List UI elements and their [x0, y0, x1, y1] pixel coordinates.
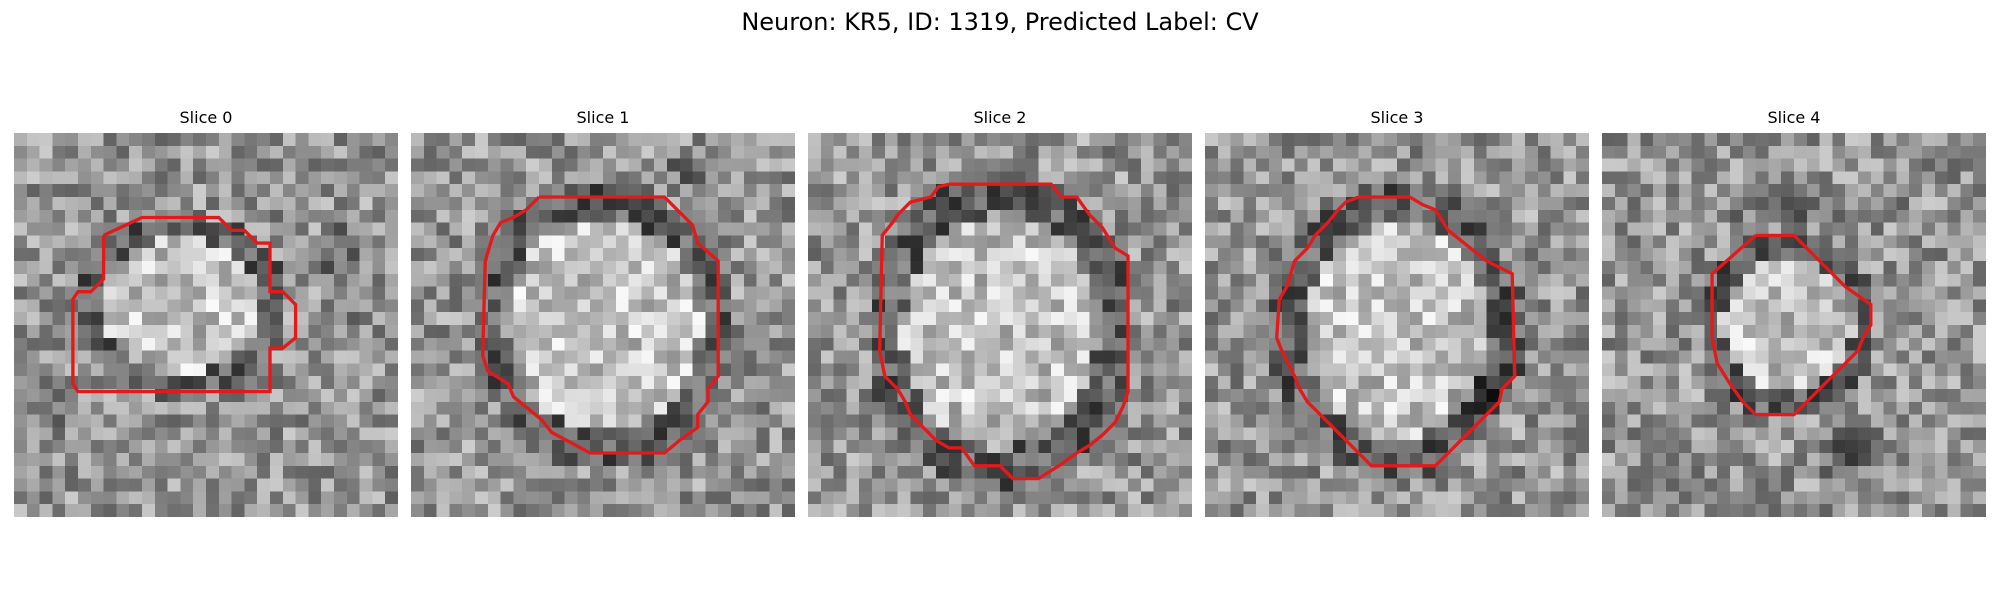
segmentation-contour	[1710, 233, 1873, 417]
microscopy-patch	[1205, 133, 1589, 517]
slice-image	[14, 133, 398, 517]
slice-title: Slice 4	[1767, 108, 1821, 127]
slice-panel: Slice 0	[14, 108, 398, 517]
pixel-grid	[14, 133, 398, 517]
slice-panel: Slice 2	[808, 108, 1192, 517]
slice-image	[411, 133, 795, 517]
slice-title: Slice 0	[179, 108, 233, 127]
microscopy-patch	[411, 133, 795, 517]
figure-title: Neuron: KR5, ID: 1319, Predicted Label: …	[741, 8, 1259, 36]
segmentation-contour	[1274, 195, 1517, 468]
segmentation-contour	[71, 215, 298, 394]
pixel-grid	[1205, 133, 1589, 517]
slice-image	[1602, 133, 1986, 517]
slice-image	[808, 133, 1192, 517]
slice-panel: Slice 3	[1205, 108, 1589, 517]
segmentation-contour	[481, 195, 720, 455]
pixel-grid	[808, 133, 1192, 517]
slice-title: Slice 2	[973, 108, 1027, 127]
microscopy-patch	[808, 133, 1192, 517]
pixel-grid	[411, 133, 795, 517]
slice-panel: Slice 4	[1602, 108, 1986, 517]
slice-panel: Slice 1	[411, 108, 795, 517]
segmentation-contour	[878, 182, 1130, 481]
microscopy-patch	[14, 133, 398, 517]
pixel-grid	[1602, 133, 1986, 517]
slice-title: Slice 1	[576, 108, 630, 127]
slice-title: Slice 3	[1370, 108, 1424, 127]
microscopy-patch	[1602, 133, 1986, 517]
slice-image	[1205, 133, 1589, 517]
